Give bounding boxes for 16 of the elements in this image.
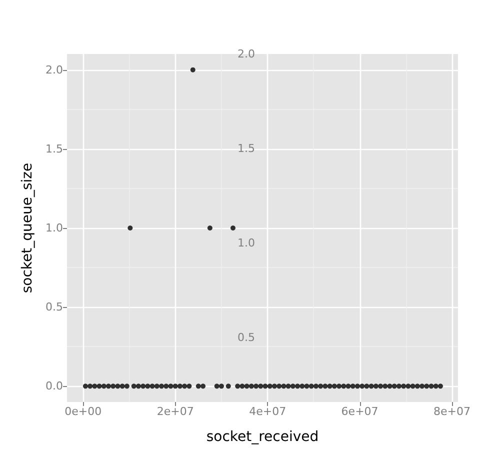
y-tick-label: 1.5 [46,142,63,156]
x-tick-label: 4e+07 [249,405,286,418]
y-tick-label: 0.5 [46,300,63,314]
x-axis-title: socket_received [206,429,319,445]
x-tick-label: 6e+07 [341,405,378,418]
y-tick-label: 1.0 [46,222,63,234]
y-tick-label: 2.0 [46,63,63,76]
y-axis-title: socket_queue_size [20,162,36,294]
x-tick-label: 0e+00 [64,405,102,418]
y-tick-label: 0.0 [46,380,63,393]
y2-tick-label: 0.5 [238,331,255,344]
x-tick-label: 8e+07 [434,405,470,418]
y2-tick-label: 2.0 [238,48,255,60]
x-tick-label: 2e+07 [156,405,194,418]
y2-tick-label: 1.5 [238,142,255,156]
y2-tick-label: 1.0 [238,236,255,250]
